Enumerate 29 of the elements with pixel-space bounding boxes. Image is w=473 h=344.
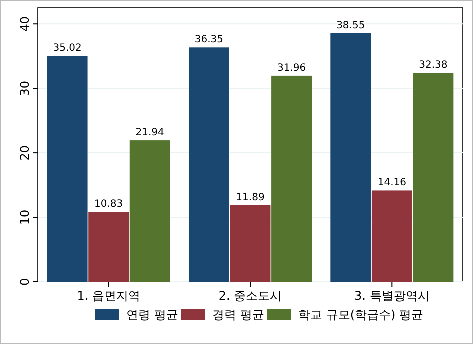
bar	[272, 76, 312, 282]
bar	[130, 140, 170, 282]
data-label: 31.96	[277, 62, 306, 74]
data-label: 14.16	[378, 178, 406, 189]
bar	[188, 48, 230, 282]
bar	[88, 212, 130, 282]
bar	[230, 205, 271, 282]
bar	[47, 56, 88, 282]
legend-label: 연령 평균	[126, 308, 178, 322]
data-label: 36.35	[194, 34, 224, 46]
legend-label: 학교 규모(학급수) 평균	[298, 308, 424, 322]
y-tick-label: 20	[18, 145, 32, 161]
legend-label: 경력 평균	[212, 308, 264, 322]
data-label: 32.38	[419, 60, 448, 72]
y-tick-label: 40	[18, 16, 32, 32]
y-tick-label: 10	[18, 210, 32, 226]
bar	[413, 73, 454, 282]
data-label: 21.94	[136, 128, 164, 139]
x-tick-label: 3. 특별광역시	[354, 289, 430, 303]
data-label: 11.89	[236, 192, 265, 204]
data-label: 38.55	[336, 20, 366, 32]
x-tick-label: 1. 읍면지역	[77, 289, 140, 303]
data-label: 10.83	[94, 199, 124, 210]
bar	[330, 33, 372, 282]
x-tick-label: 2. 중소도시	[218, 289, 282, 303]
data-label: 35.02	[53, 43, 82, 54]
bar	[372, 190, 412, 282]
y-tick-label: 0	[18, 278, 32, 286]
y-tick-label: 30	[18, 80, 32, 96]
